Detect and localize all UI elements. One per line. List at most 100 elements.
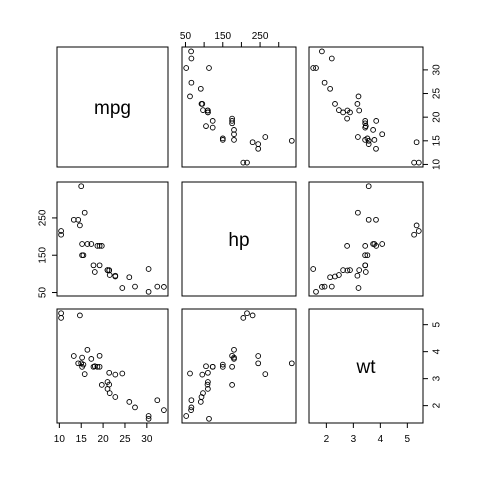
tick-label: 4 <box>432 348 443 354</box>
data-point <box>98 243 105 249</box>
data-point <box>58 228 64 234</box>
data-point <box>203 363 209 370</box>
data-point <box>79 252 85 259</box>
data-point <box>145 415 152 422</box>
data-point <box>362 124 369 131</box>
data-point <box>319 48 325 55</box>
data-point <box>91 269 98 275</box>
data-point <box>336 107 342 113</box>
panel-wt-vs-wt: wt <box>308 308 424 424</box>
data-point <box>199 101 206 107</box>
data-point <box>205 369 211 376</box>
data-point <box>197 399 204 405</box>
data-point <box>288 137 295 144</box>
data-point <box>328 55 335 62</box>
variable-label-wt: wt <box>356 357 377 378</box>
data-point <box>373 118 380 124</box>
data-point <box>362 137 368 143</box>
data-point <box>94 363 101 370</box>
data-point <box>344 267 351 274</box>
data-point <box>209 363 216 370</box>
data-point <box>379 131 386 138</box>
data-point <box>81 371 88 377</box>
data-point <box>79 354 85 361</box>
tick-label: 2 <box>432 402 443 408</box>
tick-label: 250 <box>38 209 49 226</box>
variable-label-hp: hp <box>228 230 249 251</box>
data-point <box>183 413 190 419</box>
data-point <box>355 93 362 100</box>
data-point <box>327 85 333 92</box>
data-point <box>79 364 85 370</box>
data-point <box>313 288 319 295</box>
data-point <box>413 139 420 146</box>
tick-label: 50 <box>180 31 192 42</box>
panel-wt-vs-hp <box>181 308 297 424</box>
data-point <box>354 272 361 279</box>
data-point <box>231 131 237 138</box>
data-point <box>362 118 369 124</box>
data-point <box>106 267 113 274</box>
tick-label: 20 <box>432 111 443 123</box>
data-point <box>362 120 369 127</box>
data-point <box>205 386 211 392</box>
data-point <box>288 360 295 367</box>
variable-label-mpg: mpg <box>94 98 131 119</box>
data-point <box>90 262 97 269</box>
data-point <box>371 137 378 143</box>
data-point <box>187 93 193 100</box>
data-point <box>332 101 338 107</box>
panel-mpg-vs-wt <box>308 46 424 168</box>
panel-frame <box>181 308 297 424</box>
data-point <box>126 274 133 281</box>
data-point <box>205 379 211 385</box>
data-point <box>206 65 212 71</box>
data-point <box>132 283 138 290</box>
data-point <box>255 353 262 359</box>
data-point <box>119 285 126 291</box>
data-point <box>154 283 161 290</box>
data-point <box>219 137 226 143</box>
data-point <box>262 134 269 140</box>
data-point <box>249 312 256 319</box>
data-point <box>209 118 216 124</box>
data-point <box>112 371 119 378</box>
data-point <box>362 243 369 249</box>
data-point <box>96 243 103 249</box>
data-point <box>415 159 422 166</box>
data-point <box>321 283 328 290</box>
data-point <box>98 382 105 388</box>
data-point <box>354 101 361 107</box>
data-point <box>379 241 386 247</box>
data-point <box>88 241 95 247</box>
data-point <box>373 216 379 223</box>
tick-label: 15 <box>76 434 88 445</box>
data-point <box>188 55 195 62</box>
tick-label: 2 <box>324 434 330 445</box>
tick-label: 30 <box>141 434 153 445</box>
data-point <box>75 360 82 367</box>
data-point <box>204 381 211 388</box>
data-point <box>219 361 226 368</box>
panel-frame <box>56 46 169 168</box>
data-point <box>411 159 417 166</box>
data-point <box>255 141 262 147</box>
data-point <box>255 360 262 367</box>
data-point <box>188 407 194 413</box>
data-point <box>188 404 195 411</box>
tick-label: 5 <box>405 434 411 445</box>
data-point <box>229 115 235 122</box>
data-point <box>370 127 376 133</box>
data-point <box>310 65 317 71</box>
data-point <box>355 209 361 216</box>
bottom-axis-wt: 2 3 4 5 <box>324 422 411 445</box>
data-point <box>373 145 379 152</box>
data-point <box>362 269 369 275</box>
panel-frame <box>56 308 169 424</box>
data-point <box>231 137 237 143</box>
panel-mpg-vs-mpg: mpg <box>56 46 169 168</box>
data-point <box>413 222 420 229</box>
data-point <box>70 353 77 359</box>
data-point <box>209 124 216 131</box>
